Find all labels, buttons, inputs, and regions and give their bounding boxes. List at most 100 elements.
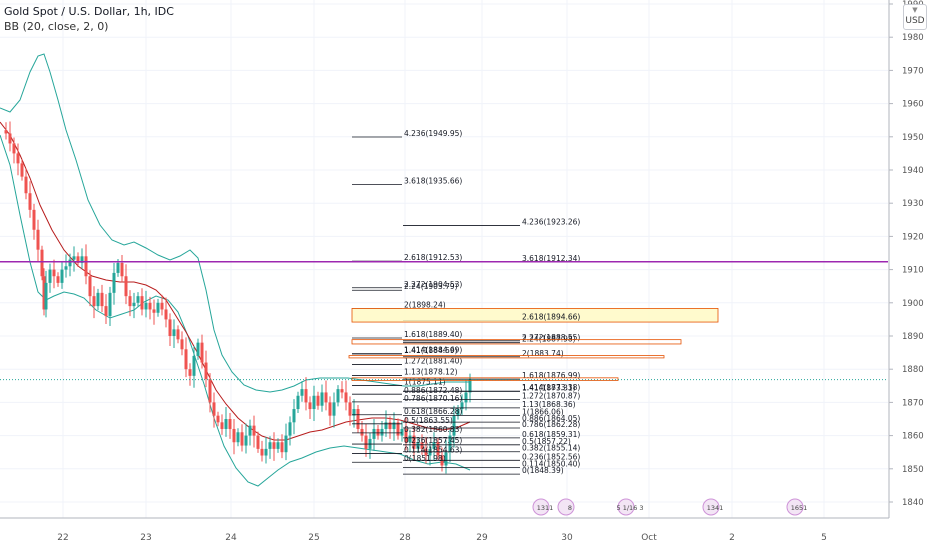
fib-level-label: 1.414(1873.38): [522, 383, 580, 392]
fib-level-label: 0.114(1854.63): [404, 445, 462, 454]
fib-level-label: 0.236(1852.56): [522, 452, 580, 461]
candle-body: [64, 266, 68, 270]
time-tick-label: 5: [821, 533, 827, 543]
price-tick-label: 1930: [902, 199, 924, 209]
candle-body: [404, 428, 408, 443]
fib-level-label: 1.41(1884.59): [404, 346, 458, 355]
candle-body: [228, 419, 232, 429]
price-tick-label: 1940: [902, 166, 924, 176]
candle-body: [340, 389, 344, 393]
candle-body: [192, 355, 196, 376]
candle-body: [364, 435, 368, 449]
candle-body: [156, 302, 160, 313]
candle-body: [312, 395, 316, 410]
fib-level-label: 0.236(1857.45): [404, 436, 462, 445]
candle-body: [204, 362, 208, 380]
candle-body: [128, 296, 132, 307]
candle-body: [42, 276, 46, 310]
candle-body: [288, 422, 292, 436]
candle-body: [120, 262, 124, 277]
time-axis[interactable]: 22 23 24 25 28 29 30 Oct 2 5: [0, 517, 889, 543]
candle-body: [56, 276, 60, 283]
candle-body: [108, 292, 112, 317]
price-tick-label: 1950: [902, 133, 924, 143]
time-tick-label: 28: [399, 533, 411, 543]
candle-body: [384, 422, 388, 429]
candle-body: [428, 448, 432, 456]
fib-level-label: 2.618(1912.53): [404, 253, 462, 262]
candle-body: [44, 282, 48, 310]
price-tick-label: 1920: [902, 232, 924, 242]
candle-body: [460, 402, 464, 410]
fib-level-label: 2.24(1903.79): [404, 282, 458, 291]
price-axis-bg: [889, 0, 932, 550]
indicator-title[interactable]: BB (20, close, 2, 0): [4, 20, 109, 33]
candle-body: [152, 309, 156, 313]
candle-body: [84, 256, 88, 277]
candle-body: [244, 435, 248, 446]
fib-level-label: 2(1898.24): [404, 301, 446, 310]
bb-basis-line: [0, 121, 471, 441]
fib-level-label: 4.236(1949.95): [404, 129, 462, 138]
candle-body: [176, 329, 180, 340]
candle-body: [456, 409, 460, 416]
currency-button[interactable]: ▼ USD: [903, 4, 927, 30]
candle-body: [32, 209, 36, 230]
candle-body: [280, 442, 284, 453]
event-flag-icon: [786, 498, 804, 516]
time-tick-label: 29: [476, 533, 488, 543]
candle-body: [28, 193, 32, 210]
candle-body: [52, 269, 56, 277]
candle-body: [276, 442, 280, 449]
price-tick-label: 1980: [902, 33, 924, 43]
price-tick-label: 1960: [902, 100, 924, 110]
bb-upper-line: [0, 53, 470, 393]
candle-body: [464, 392, 468, 403]
time-tick-label: 24: [225, 533, 237, 543]
fib-zone-box: [351, 308, 719, 323]
candle-body: [132, 302, 136, 307]
event-label: 1341: [707, 504, 724, 512]
candle-body: [388, 422, 392, 429]
candle-body: [252, 425, 256, 436]
candle-body: [40, 249, 44, 277]
price-axis[interactable]: 1840 1850 1860 1870 1880 1890 1900 1910 1920 1930…: [888, 0, 932, 550]
time-tick-label: 2: [729, 533, 735, 543]
fib-level-label: 3.618(1912.34): [522, 254, 580, 263]
price-tick-label: 1860: [902, 432, 924, 442]
candle-body: [284, 435, 288, 453]
candle-body: [416, 442, 420, 449]
candle-body: [408, 435, 412, 443]
fib-level-label: 0.886(1864.05): [522, 414, 580, 423]
candle-body: [104, 306, 108, 317]
fib-level-label: 1.272(1881.40): [404, 357, 462, 366]
candle-body: [452, 415, 456, 436]
candle-body: [320, 392, 324, 406]
fib-level-label: 1.618(1889.40): [404, 330, 462, 339]
price-tick-label: 1850: [902, 465, 924, 475]
candle-body: [260, 448, 264, 456]
candlesticks: [4, 121, 472, 474]
time-tick-label: 22: [57, 533, 68, 543]
candle-body: [100, 292, 104, 307]
fib-level-label: 0(1848.39): [522, 466, 564, 475]
candle-body: [400, 428, 404, 436]
candle-body: [316, 395, 320, 406]
candle-body: [168, 319, 172, 336]
candle-body: [184, 349, 188, 370]
economic-events: 1311 8 5 1/16 3 1341 1651: [532, 498, 807, 516]
candle-body: [116, 262, 120, 273]
candle-body: [392, 422, 396, 429]
event-label: 8: [568, 504, 572, 512]
price-tick-label: 1880: [902, 365, 924, 375]
fib-level-label: 1(1866.06): [522, 407, 564, 416]
fib-level-label: 1.41(1873.31): [522, 383, 576, 392]
chevron-down-icon: ▼: [912, 6, 918, 14]
time-tick-label: 30: [561, 533, 573, 543]
candle-body: [328, 402, 332, 416]
candle-body: [48, 269, 52, 283]
fib-level-label: 0.886(1872.48): [404, 386, 462, 395]
fib-level-label: 1.13(1878.12): [404, 367, 458, 376]
symbol-title[interactable]: Gold Spot / U.S. Dollar, 1h, IDC: [4, 5, 174, 18]
